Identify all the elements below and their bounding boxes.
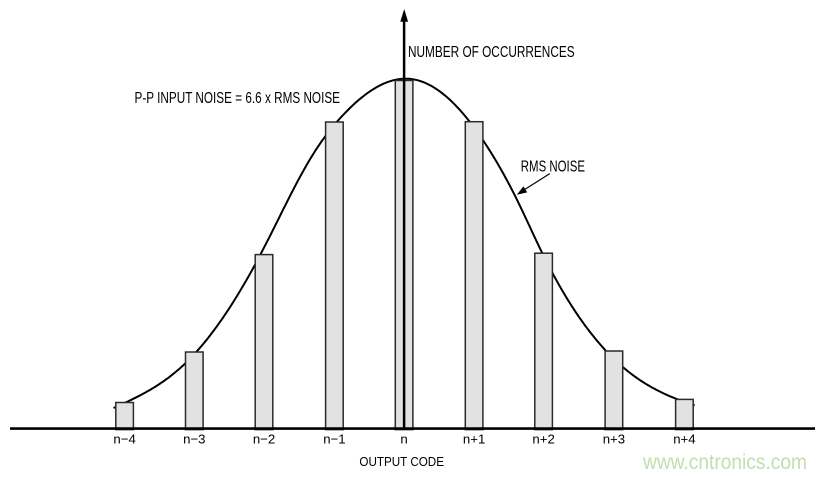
- svg-text:n−3: n−3: [183, 432, 205, 447]
- svg-text:n+4: n+4: [673, 432, 695, 447]
- svg-text:www.cntronics.com: www.cntronics.com: [642, 451, 807, 474]
- svg-text:NUMBER OF OCCURRENCES: NUMBER OF OCCURRENCES: [408, 44, 575, 61]
- svg-text:OUTPUT CODE: OUTPUT CODE: [359, 454, 444, 469]
- svg-text:n−1: n−1: [323, 432, 345, 447]
- svg-text:n+1: n+1: [463, 432, 485, 447]
- svg-text:n−4: n−4: [113, 432, 135, 447]
- svg-text:n+3: n+3: [603, 432, 625, 447]
- svg-text:n+2: n+2: [532, 432, 554, 447]
- svg-text:n: n: [400, 432, 407, 447]
- svg-text:RMS NOISE: RMS NOISE: [521, 159, 585, 176]
- svg-text:n−2: n−2: [253, 432, 275, 447]
- svg-text:P-P INPUT NOISE = 6.6 x RMS NO: P-P INPUT NOISE = 6.6 x RMS NOISE: [135, 90, 341, 107]
